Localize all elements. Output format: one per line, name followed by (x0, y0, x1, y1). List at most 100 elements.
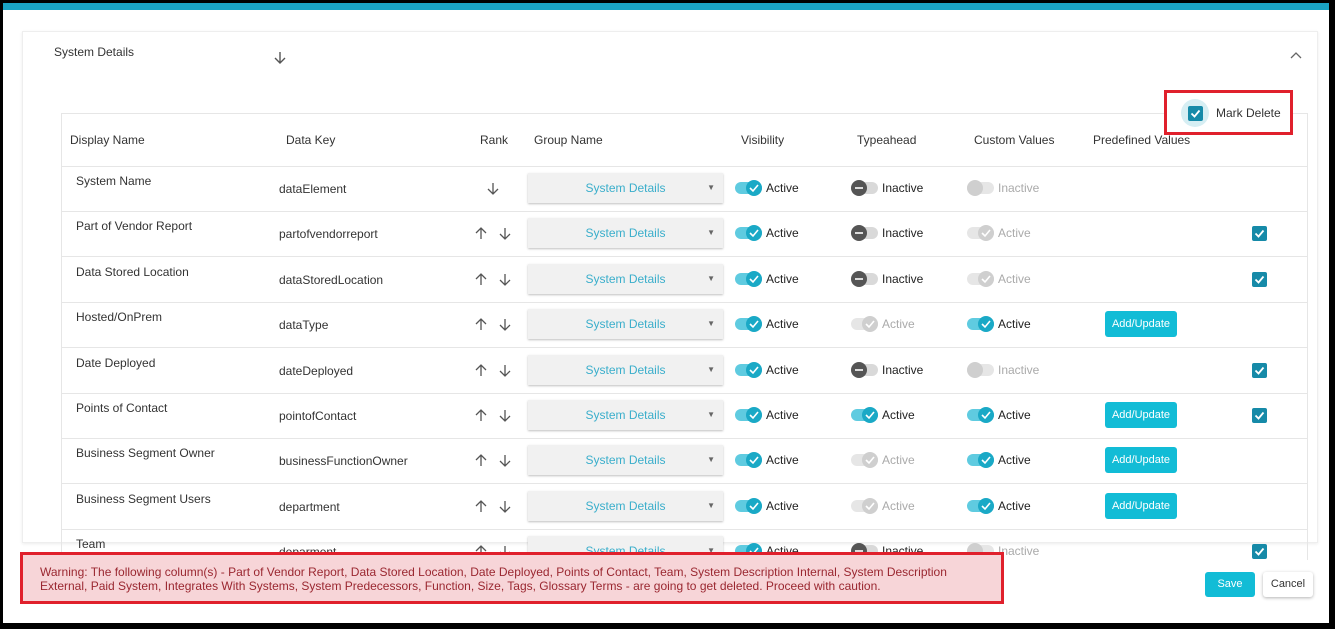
group-value: System Details (585, 271, 666, 286)
arrow-path (499, 500, 511, 513)
section-card: System Details Display Name Data Key Rank G… (22, 31, 1318, 560)
arrow-path (475, 499, 487, 512)
toggle-check (749, 411, 759, 420)
window: System Details Display Name Data Key Rank G… (3, 3, 1329, 623)
toggle[interactable] (850, 223, 880, 243)
toggle[interactable] (966, 496, 996, 516)
toggle[interactable] (850, 269, 880, 289)
group-select[interactable]: System Details ▼ (528, 263, 723, 294)
data-key: pointofContact (279, 409, 357, 423)
arrow-path (475, 227, 487, 240)
checkbox[interactable] (1252, 408, 1267, 423)
group-value: System Details (585, 181, 666, 195)
mark-delete-label: Mark Delete (1216, 106, 1281, 120)
toggle[interactable] (734, 223, 764, 243)
group-select[interactable]: System Details ▼ (528, 218, 723, 249)
toggle[interactable] (734, 496, 764, 516)
checkmark (1254, 230, 1265, 239)
toggle[interactable] (734, 314, 764, 334)
group-select[interactable]: System Details ▼ (528, 445, 723, 476)
toggle-label: Inactive (882, 226, 924, 241)
toggle[interactable] (734, 360, 764, 380)
rank-down[interactable] (487, 182, 499, 195)
toggle-check (749, 184, 759, 193)
rank-up[interactable] (475, 454, 487, 467)
checkmark (1254, 275, 1265, 284)
rank-down[interactable] (499, 273, 511, 286)
checkbox[interactable] (1252, 362, 1267, 378)
add-update-button[interactable]: Add/Update (1105, 402, 1177, 428)
rank-up[interactable] (475, 272, 487, 286)
checkbox[interactable] (1252, 226, 1267, 242)
rank-down[interactable] (499, 500, 511, 513)
table-row: Hosted/OnPrem dataType System Details ▼ Acti… (62, 302, 1307, 349)
dropdown-caret: ▼ (707, 410, 715, 419)
toggle-label: Active (998, 317, 1031, 332)
toggle[interactable] (966, 405, 996, 425)
group-select[interactable]: System Details ▼ (528, 400, 723, 430)
add-update-button[interactable]: Add/Update (1105, 311, 1177, 338)
collapse-icon[interactable] (1290, 51, 1302, 61)
display-name: Business Segment Users (76, 491, 211, 506)
group-select[interactable]: System Details ▼ (528, 490, 723, 521)
arrow-path (475, 318, 487, 331)
rank-down[interactable] (499, 318, 511, 332)
arrow-path (499, 319, 511, 332)
data-key: businessFunctionOwner (279, 454, 408, 469)
checkbox[interactable] (1188, 106, 1203, 121)
toggle-knob (967, 180, 983, 196)
toggle[interactable] (966, 450, 996, 470)
toggle-check (865, 456, 875, 465)
rank-up[interactable] (475, 499, 487, 513)
add-update-button[interactable]: Add/Update (1105, 447, 1177, 474)
checkbox[interactable] (1252, 271, 1267, 287)
save-button[interactable]: Save (1205, 572, 1255, 597)
toggle-check (981, 456, 991, 465)
toggle-knob (746, 316, 762, 333)
checkbox[interactable] (1252, 544, 1267, 560)
rank-down[interactable] (499, 227, 511, 241)
checkbox-box (1252, 271, 1267, 287)
toggle[interactable] (734, 178, 764, 198)
group-value: System Details (585, 408, 666, 422)
group-select[interactable]: System Details ▼ (528, 354, 723, 385)
rank-up[interactable] (475, 318, 487, 331)
cancel-button[interactable]: Cancel (1263, 572, 1313, 597)
toggle-knob (862, 407, 878, 423)
rank-up[interactable] (475, 363, 487, 377)
add-update-button[interactable]: Add/Update (1105, 492, 1177, 519)
group-select[interactable]: System Details ▼ (528, 309, 723, 340)
toggle[interactable] (966, 314, 996, 334)
table: Display Name Data Key Rank Group Name Visibi… (61, 113, 1308, 560)
group-select[interactable]: System Details ▼ (528, 173, 723, 203)
toggle-check (981, 411, 991, 420)
toggle (967, 225, 994, 242)
toggle (851, 497, 878, 514)
toggle-check (749, 275, 759, 283)
rank-up[interactable] (475, 409, 487, 422)
checkmark (1190, 109, 1201, 118)
toggle[interactable] (850, 178, 880, 198)
toggle (967, 270, 994, 287)
sort-arrow[interactable] (273, 51, 287, 65)
dropdown-caret: ▼ (707, 183, 715, 192)
dropdown-caret: ▼ (707, 273, 715, 283)
toggle[interactable] (734, 450, 764, 470)
rank-down[interactable] (499, 409, 511, 422)
rank-down[interactable] (499, 454, 511, 468)
toggle[interactable] (850, 405, 880, 425)
toggle-knob (967, 361, 983, 378)
table-row: Business Segment Owner businessFunctionOw… (62, 438, 1307, 485)
column-header: Visibility (741, 133, 785, 147)
toggle[interactable] (734, 269, 764, 289)
toggle-check (981, 229, 991, 238)
rank-down[interactable] (499, 364, 511, 377)
arrow-path (475, 363, 487, 376)
toggle[interactable] (850, 360, 880, 380)
toggle-label: Active (998, 226, 1031, 241)
toggle-knob (746, 225, 762, 242)
display-name: Part of Vendor Report (76, 219, 193, 234)
rank-up[interactable] (475, 227, 487, 240)
toggle[interactable] (734, 405, 764, 425)
toggle-knob (978, 452, 994, 469)
